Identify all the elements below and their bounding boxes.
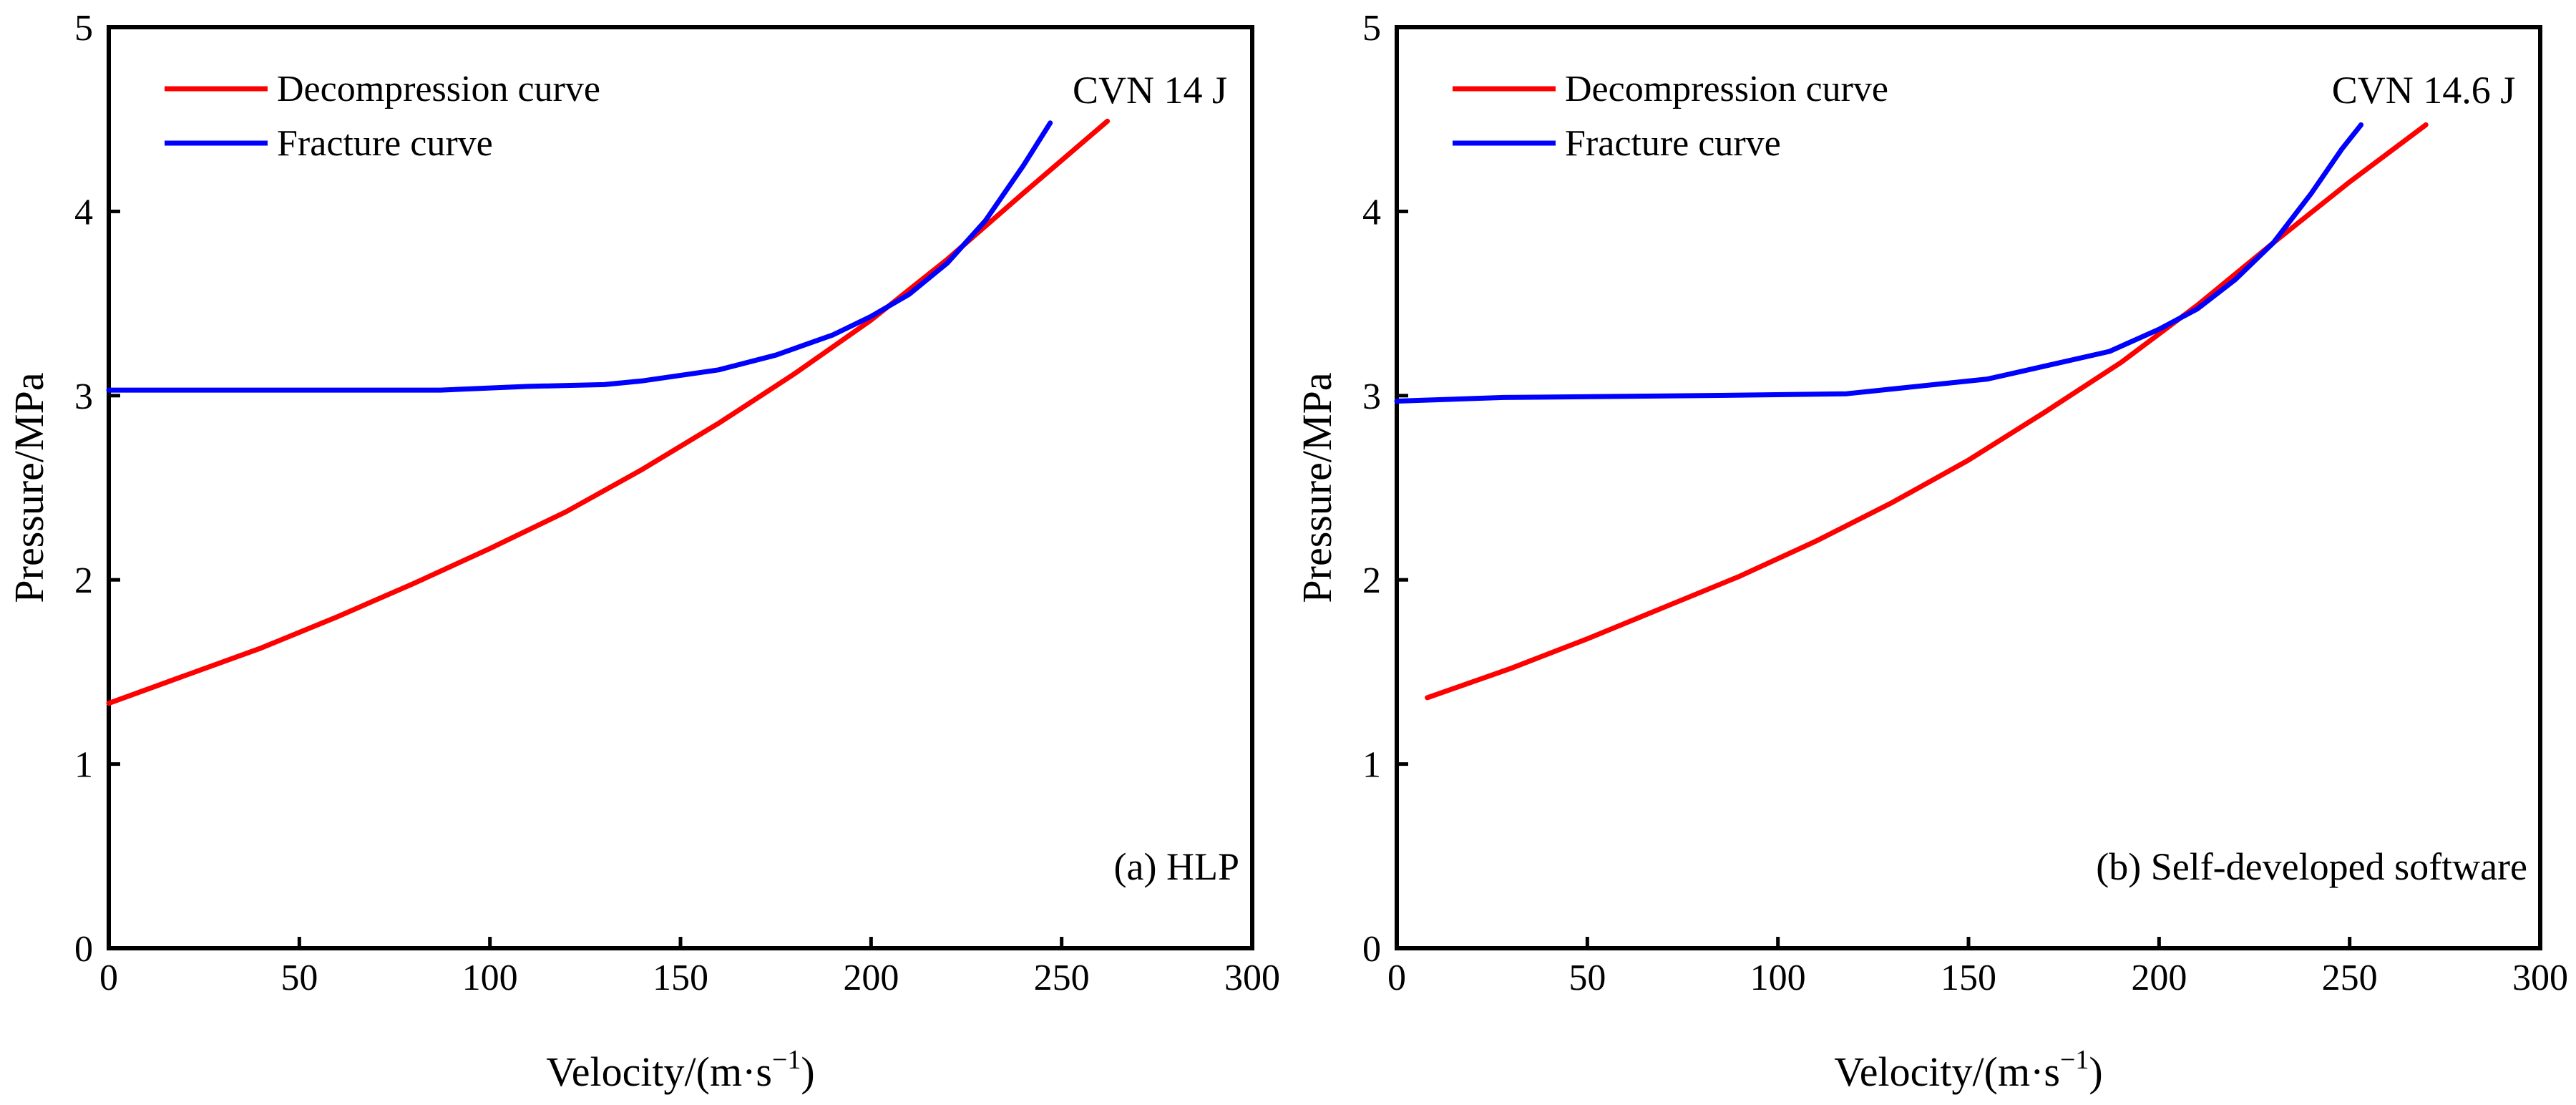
y-tick-label: 1 (74, 745, 93, 786)
y-tick-label: 2 (74, 560, 93, 601)
x-axis-title-main: Velocity/(m·s (546, 1048, 772, 1095)
y-tick-label: 4 (1362, 192, 1381, 233)
x-axis-title-sup: −1 (772, 1045, 801, 1075)
x-axis-title: Velocity/(m·s−1) (546, 1045, 814, 1095)
x-tick-label: 50 (1568, 958, 1606, 998)
x-tick-label: 250 (2322, 958, 2378, 998)
x-tick-label: 250 (1034, 958, 1090, 998)
cvn-annotation: CVN 14 J (1073, 69, 1227, 112)
x-tick-label: 0 (1387, 958, 1406, 998)
x-tick-label: 150 (653, 958, 708, 998)
chart-panel-a: 0 50 100 150 200 250 300 0 1 2 3 4 5 Velocity/(m·s−1)… (6, 8, 1280, 1095)
cvn-annotation: CVN 14.6 J (2332, 69, 2516, 112)
panel-label: (a) HLP (1114, 845, 1239, 888)
x-tick-label: 200 (2131, 958, 2187, 998)
x-tick-label: 300 (1224, 958, 1280, 998)
x-tick-label: 50 (280, 958, 318, 998)
fracture-curve-line (1394, 122, 2364, 404)
decompression-curve-line (1425, 122, 2429, 701)
chart-panel-b: 0 50 100 150 200 250 300 0 1 2 3 4 5 Velocity/(m·s−1)… (1294, 8, 2568, 1095)
legend-label-fracture: Fracture curve (277, 123, 493, 164)
y-tick-label: 2 (1362, 560, 1381, 601)
x-axis-title-end: ) (801, 1048, 814, 1095)
x-axis-title-sup: −1 (2060, 1045, 2089, 1075)
x-tick-label: 0 (99, 958, 118, 998)
x-tick-label: 100 (1750, 958, 1806, 998)
x-axis-title: Velocity/(m·s−1) (1834, 1045, 2102, 1095)
legend-label-fracture: Fracture curve (1565, 123, 1781, 164)
y-tick-label: 4 (74, 192, 93, 233)
y-tick-label: 0 (74, 929, 93, 970)
y-axis-title: Pressure/MPa (6, 372, 52, 603)
y-tick-label: 3 (74, 376, 93, 417)
x-tick-label: 100 (462, 958, 518, 998)
decompression-curve-line (106, 118, 1111, 706)
x-tick-label: 300 (2512, 958, 2568, 998)
x-tick-label: 150 (1941, 958, 1996, 998)
y-axis-title: Pressure/MPa (1294, 372, 1340, 603)
y-tick-label: 0 (1362, 929, 1381, 970)
y-tick-label: 5 (1362, 8, 1381, 49)
legend-label-decompression: Decompression curve (277, 69, 600, 109)
y-tick-label: 5 (74, 8, 93, 49)
x-axis-title-main: Velocity/(m·s (1834, 1048, 2060, 1095)
x-axis-title-end: ) (2089, 1048, 2102, 1095)
y-tick-label: 3 (1362, 376, 1381, 417)
panel-label: (b) Self-developed software (2096, 845, 2527, 888)
legend-label-decompression: Decompression curve (1565, 69, 1888, 109)
plot-frame (107, 25, 1254, 950)
x-tick-label: 200 (843, 958, 899, 998)
y-tick-label: 1 (1362, 745, 1381, 786)
fracture-curve-line (106, 120, 1053, 393)
